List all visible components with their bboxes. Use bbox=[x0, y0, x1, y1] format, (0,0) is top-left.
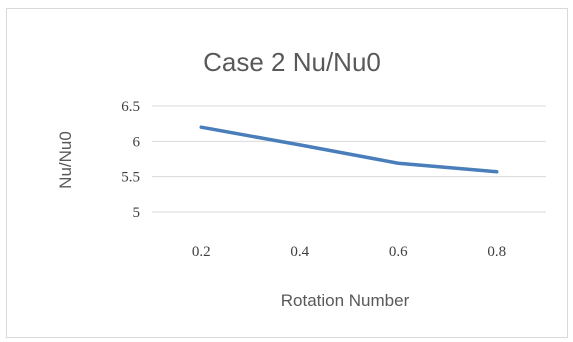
y-tick-label: 5.5 bbox=[121, 170, 140, 186]
data-point bbox=[496, 171, 498, 173]
y-tick-label: 6.5 bbox=[121, 99, 140, 115]
x-tick-label: 0.4 bbox=[290, 244, 309, 260]
y-tick-label: 5 bbox=[133, 205, 141, 221]
chart-frame bbox=[6, 8, 568, 338]
gridlines bbox=[152, 105, 546, 213]
x-tick-label: 0.8 bbox=[487, 244, 506, 260]
x-tick-label: 0.2 bbox=[192, 244, 211, 260]
data-point bbox=[200, 126, 202, 128]
y-tick-label: 6 bbox=[133, 134, 141, 150]
x-tick-label: 0.6 bbox=[389, 244, 408, 260]
data-point bbox=[299, 144, 301, 146]
series-layer bbox=[199, 125, 499, 174]
series-line bbox=[199, 125, 499, 174]
x-axis-label: Rotation Number bbox=[281, 291, 410, 310]
x-axis-ticks: 0.2 0.4 0.6 0.8 bbox=[192, 244, 506, 260]
chart-title: Case 2 Nu/Nu0 bbox=[203, 47, 381, 77]
y-axis-ticks: 5 5.5 6 6.5 bbox=[121, 99, 140, 221]
y-axis-label: Nu/Nu0 bbox=[56, 131, 75, 189]
data-point bbox=[397, 162, 399, 164]
